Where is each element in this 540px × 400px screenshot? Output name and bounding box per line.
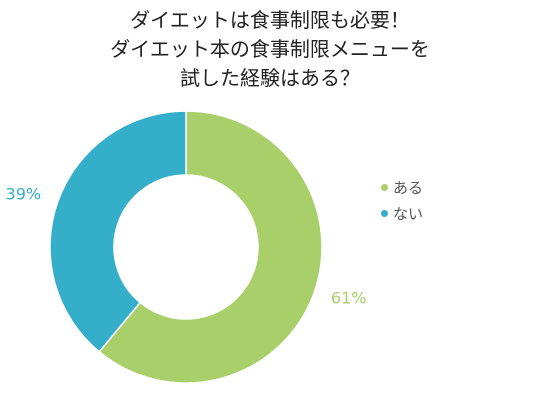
- legend-marker-aru: [381, 183, 388, 191]
- slice-label-0: 61%: [331, 289, 367, 308]
- chart-title: ダイエットは食事制限も必要！ ダイエット本の食事制限メニューを 試した経験はある…: [0, 6, 540, 93]
- legend-item-nai: ない: [381, 200, 423, 226]
- title-line-3: 試した経験はある？: [180, 66, 360, 90]
- legend: ある ない: [381, 174, 423, 226]
- title-line-2: ダイエット本の食事制限メニューを: [110, 37, 430, 61]
- legend-label-nai: ない: [393, 204, 424, 223]
- legend-label-aru: ある: [393, 178, 424, 197]
- legend-marker-nai: [381, 209, 388, 217]
- slice-1: [49, 110, 187, 353]
- legend-item-aru: ある: [381, 174, 423, 200]
- slice-0: [98, 110, 323, 384]
- title-line-1: ダイエットは食事制限も必要！: [130, 8, 410, 32]
- slice-label-1: 39%: [6, 184, 42, 203]
